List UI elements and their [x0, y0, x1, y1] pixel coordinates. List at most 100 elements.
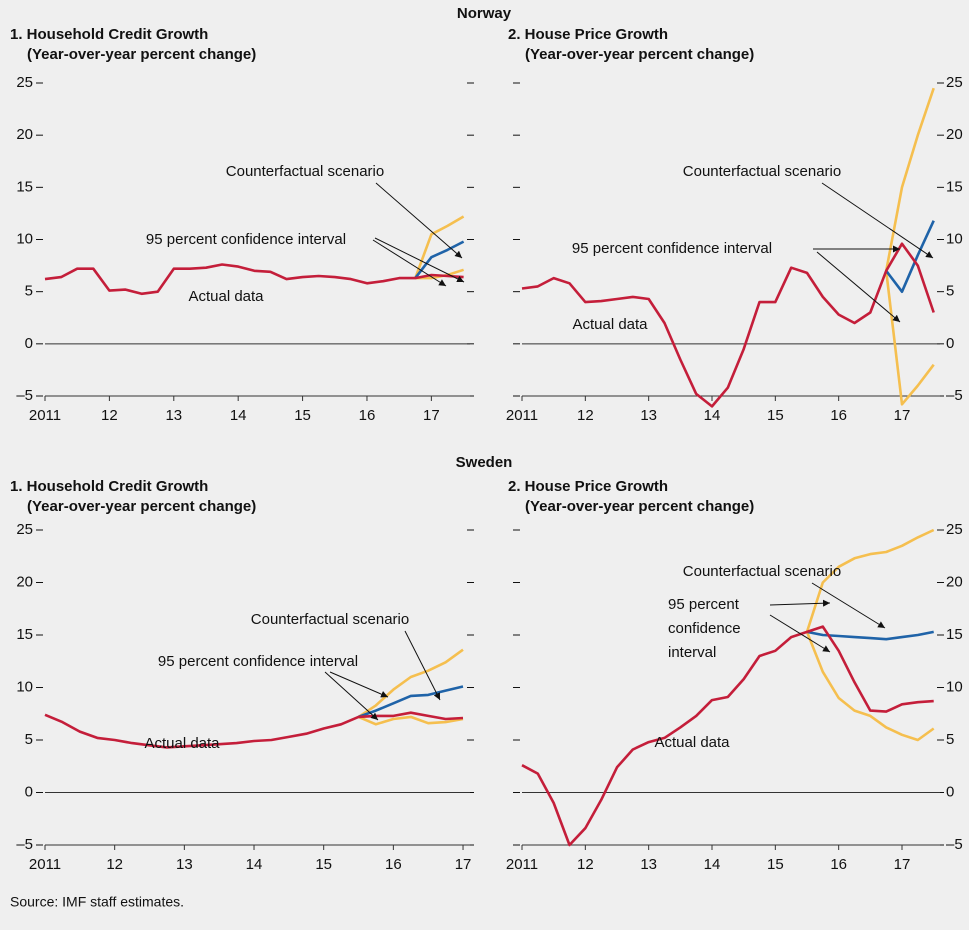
x-tick-label: 2011 [29, 407, 61, 424]
chart-title: 1. Household Credit Growth [10, 478, 208, 495]
x-tick-label: 17 [894, 856, 911, 873]
x-tick-label: 13 [640, 407, 657, 424]
x-tick-label: 2011 [29, 856, 61, 873]
x-tick-label: 17 [894, 407, 911, 424]
annotation-arrow [324, 671, 379, 721]
series-line [521, 625, 934, 847]
y-tick-label: 0 [25, 335, 33, 352]
y-tick-label: 0 [946, 335, 954, 352]
ci-lower-line [884, 270, 935, 406]
y-tick-label: –5 [946, 387, 963, 404]
x-tick-label: 14 [704, 407, 721, 424]
x-tick-label: 12 [577, 407, 594, 424]
y-tick-label: 0 [946, 783, 954, 800]
annotation-arrow [816, 251, 901, 323]
x-tick-label: 13 [165, 407, 182, 424]
x-tick-label: 17 [455, 856, 472, 873]
x-tick-label: 14 [230, 407, 247, 424]
y-tick-label: 15 [946, 626, 963, 643]
annotation-arrow [769, 599, 831, 607]
x-tick-label: 15 [315, 856, 332, 873]
y-tick-label: 5 [25, 283, 33, 300]
annotation-line: 95 percent [668, 596, 743, 613]
x-tick-label: 16 [830, 407, 847, 424]
section-header: Sweden [456, 454, 513, 471]
annotation-arrow [375, 182, 463, 259]
x-tick-label: 14 [246, 856, 263, 873]
chart-title: 1. Household Credit Growth [10, 26, 208, 43]
annotation-arrow [404, 630, 441, 701]
y-tick-label: 5 [25, 731, 33, 748]
y-tick-label: 20 [946, 126, 963, 143]
y-tick-label: 5 [946, 283, 954, 300]
ci-lower-line [805, 631, 935, 742]
y-tick-label: –5 [16, 836, 33, 853]
annotation-arrow [329, 671, 389, 698]
y-tick-label: 25 [946, 74, 963, 91]
annotation: Actual data [654, 734, 730, 751]
source-note: Source: IMF staff estimates. [10, 894, 184, 910]
y-tick-label: 10 [946, 678, 963, 695]
y-tick-label: 10 [16, 230, 33, 247]
annotation-line: confidence [668, 620, 745, 637]
x-tick-label: 16 [385, 856, 402, 873]
chart-subtitle: (Year-over-year percent change) [525, 46, 754, 63]
y-tick-label: 5 [946, 731, 954, 748]
x-tick-label: 12 [577, 856, 594, 873]
x-tick-label: 13 [640, 856, 657, 873]
y-tick-label: 25 [946, 521, 963, 538]
annotation: 95 percent confidence interval [668, 596, 745, 661]
annotation-arrow [769, 614, 831, 653]
x-tick-label: 2011 [506, 856, 538, 873]
chart-subtitle: (Year-over-year percent change) [27, 46, 256, 63]
x-tick-label: 12 [106, 856, 123, 873]
y-tick-label: 25 [16, 521, 33, 538]
y-tick-label: 20 [16, 126, 33, 143]
ci-upper-line [805, 528, 935, 633]
annotation-arrow [821, 182, 934, 259]
y-tick-label: –5 [946, 836, 963, 853]
series-line [44, 263, 464, 296]
y-tick-label: 15 [16, 626, 33, 643]
chart-title: 2. House Price Growth [508, 26, 668, 43]
x-tick-label: 16 [830, 856, 847, 873]
y-tick-label: –5 [16, 387, 33, 404]
x-tick-label: 14 [704, 856, 721, 873]
y-tick-label: 15 [16, 178, 33, 195]
x-tick-label: 13 [176, 856, 193, 873]
annotation: 95 percent confidence interval [146, 231, 346, 248]
annotation: Actual data [188, 288, 264, 305]
series-line [521, 242, 935, 408]
ci-lower-line [357, 715, 464, 726]
section-header: Norway [457, 5, 512, 22]
annotation: Counterfactual scenario [251, 611, 409, 628]
x-tick-label: 15 [767, 407, 784, 424]
x-tick-label: 2011 [506, 407, 538, 424]
y-tick-label: 20 [16, 573, 33, 590]
annotation: Actual data [572, 316, 648, 333]
series-line [414, 240, 465, 279]
annotation: 95 percent confidence interval [572, 240, 772, 257]
series-line [885, 220, 935, 293]
chart-title: 2. House Price Growth [508, 478, 668, 495]
annotation: 95 percent confidence interval [158, 653, 358, 670]
y-tick-label: 0 [25, 783, 33, 800]
ci-upper-line [884, 87, 935, 272]
x-tick-label: 12 [101, 407, 118, 424]
x-tick-label: 16 [359, 407, 376, 424]
y-tick-label: 10 [946, 230, 963, 247]
annotation-arrow [374, 237, 465, 283]
annotation: Actual data [144, 735, 220, 752]
y-tick-label: 20 [946, 573, 963, 590]
x-tick-label: 15 [294, 407, 311, 424]
chart-subtitle: (Year-over-year percent change) [525, 498, 754, 515]
annotation-arrow [811, 582, 886, 629]
y-tick-label: 15 [946, 178, 963, 195]
y-tick-label: 25 [16, 74, 33, 91]
chart-subtitle: (Year-over-year percent change) [27, 498, 256, 515]
annotation: Counterfactual scenario [683, 163, 841, 180]
y-tick-label: 10 [16, 678, 33, 695]
x-tick-label: 15 [767, 856, 784, 873]
